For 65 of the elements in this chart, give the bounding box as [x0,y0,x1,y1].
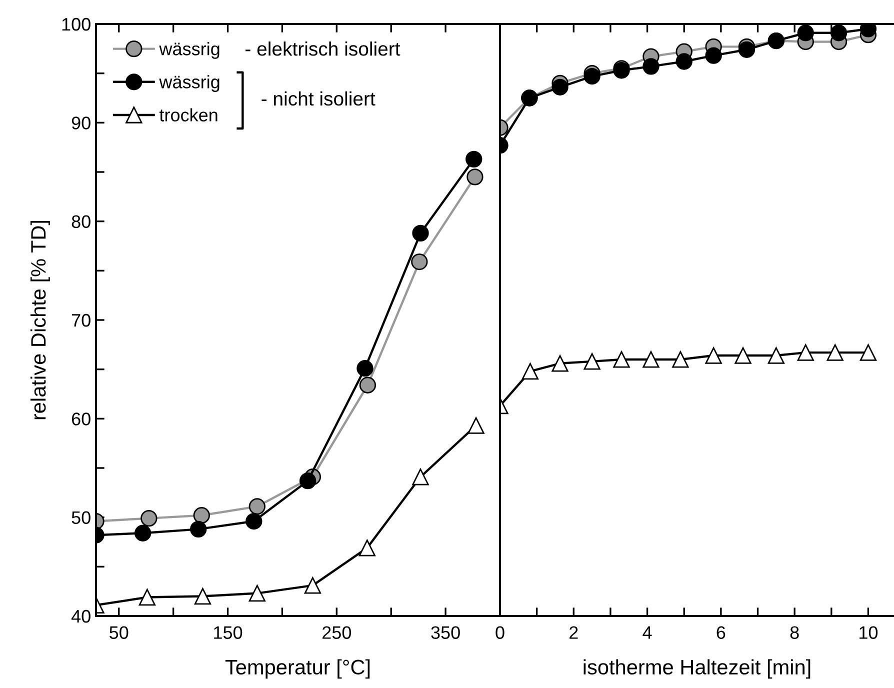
point [193,507,210,524]
point [412,224,429,242]
y-axis-title: relative Dichte [% TD] [30,220,50,420]
point [412,468,429,486]
point [860,344,877,361]
point [826,344,844,361]
point [468,417,484,434]
y-tick-label: 100 [62,18,90,31]
x-axis-title: Temperatur [°C] [225,659,370,679]
point [190,520,207,538]
point [522,362,539,380]
point [140,510,158,527]
point [738,41,756,58]
point [797,24,814,42]
point [584,68,600,85]
y-tick-label: 40 [71,610,90,623]
legend-label: wässrig [159,75,220,92]
point [134,524,152,542]
point [613,351,630,368]
x-tick-label: 8 [790,626,799,639]
point [358,540,376,556]
y-tick-label: 90 [72,116,90,130]
annotation: - nicht isoliert [262,91,376,106]
legend-label: wässrig [159,42,220,59]
point [299,472,316,490]
legend-label: trocken [159,108,218,122]
point [138,588,156,606]
x-axis-title: isotherme Haltezeit [min] [584,659,810,679]
point [552,355,568,372]
x-tick-label: 2 [570,626,578,639]
x-tick-label: 350 [431,626,460,639]
point [584,353,600,370]
point [797,344,814,361]
y-tick-label: 50 [72,511,90,524]
x-tick-label: 250 [322,626,352,639]
x-tick-label: 0 [496,626,504,639]
x-tick-label: 4 [642,626,652,639]
x-tick-label: 150 [214,626,242,639]
point [642,58,660,75]
x-tick-label: 50 [110,626,128,639]
point [734,347,752,364]
x-tick-label: 10 [860,626,878,639]
x-tick-label: 6 [716,626,726,639]
point [672,351,689,368]
point [466,168,484,186]
annotation: - elektrisch isoliert [246,41,400,56]
point [705,47,722,64]
point [676,53,692,70]
y-tick-label: 80 [72,215,90,228]
point [356,360,374,377]
point [768,347,784,364]
point [304,577,322,594]
point [246,512,262,530]
point [359,376,376,394]
y-tick-label: 60 [72,412,90,426]
point [248,498,266,515]
point [411,253,428,270]
point [830,24,848,42]
point [642,351,660,368]
point [194,588,212,605]
point [552,78,568,96]
point [248,584,266,602]
y-tick-label: 70 [72,314,90,327]
point [466,150,482,168]
point [705,347,722,364]
